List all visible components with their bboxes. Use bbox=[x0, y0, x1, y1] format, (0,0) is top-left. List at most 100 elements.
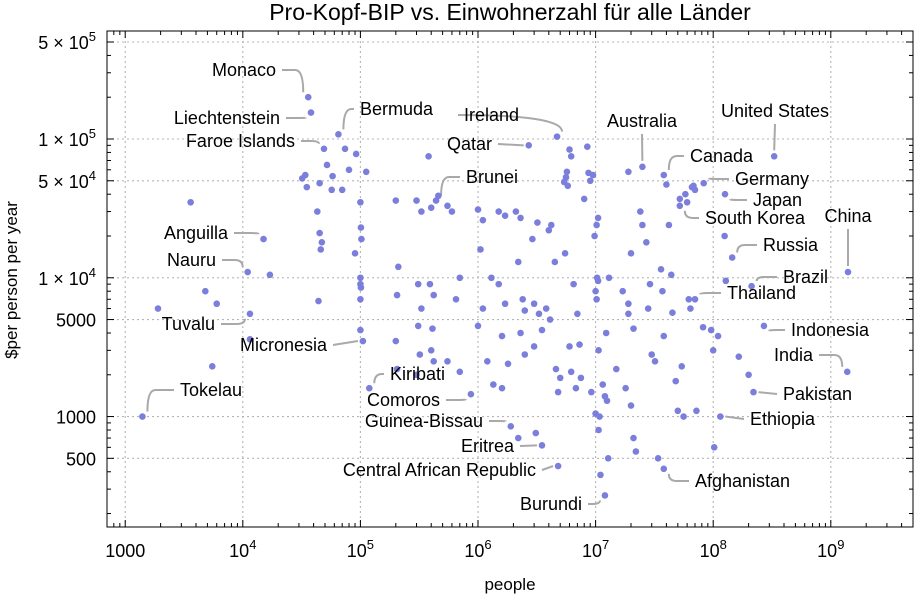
data-point bbox=[595, 426, 602, 434]
data-point bbox=[302, 171, 309, 179]
data-point bbox=[546, 316, 554, 323]
x-tick-label: 108 bbox=[700, 537, 727, 561]
data-point bbox=[678, 363, 686, 370]
data-point bbox=[357, 295, 364, 303]
data-point-central-african-republic bbox=[554, 462, 562, 470]
data-point-ethiopia bbox=[717, 413, 724, 420]
data-point bbox=[566, 146, 573, 153]
x-tick-label: 105 bbox=[347, 537, 374, 561]
data-point bbox=[721, 232, 728, 240]
data-point bbox=[707, 326, 715, 334]
leader-thailand bbox=[698, 292, 721, 295]
label-leader-lines bbox=[146, 69, 849, 505]
data-point bbox=[676, 195, 684, 203]
plot-frame bbox=[106, 30, 914, 528]
label-tokelau: Tokelau bbox=[180, 380, 242, 400]
data-point bbox=[514, 434, 522, 442]
data-point-australia bbox=[639, 163, 646, 171]
label-indonesia: Indonesia bbox=[791, 320, 870, 340]
data-point bbox=[604, 455, 612, 462]
data-point bbox=[564, 182, 572, 190]
data-point bbox=[448, 208, 456, 215]
x-tick-label: 107 bbox=[582, 537, 609, 561]
data-point bbox=[625, 168, 632, 176]
data-point bbox=[413, 197, 420, 204]
leader-bermuda bbox=[342, 108, 354, 130]
leader-monaco bbox=[282, 69, 305, 93]
data-point bbox=[567, 368, 575, 376]
label-anguilla: Anguilla bbox=[164, 223, 229, 243]
data-point bbox=[315, 297, 322, 305]
label-ethiopia: Ethiopia bbox=[750, 409, 816, 429]
data-point bbox=[693, 407, 700, 415]
data-point-united-states bbox=[770, 153, 778, 160]
data-point bbox=[490, 381, 497, 388]
label-nauru: Nauru bbox=[167, 250, 216, 270]
data-point bbox=[663, 181, 670, 188]
data-point bbox=[593, 295, 600, 303]
data-point bbox=[619, 287, 627, 295]
data-point bbox=[574, 310, 581, 318]
x-tick-label: 104 bbox=[229, 537, 256, 561]
data-point bbox=[710, 444, 718, 451]
data-point bbox=[654, 455, 662, 462]
data-point-micronesia bbox=[359, 337, 367, 345]
data-point bbox=[444, 202, 451, 210]
data-point bbox=[637, 208, 644, 215]
data-point bbox=[630, 325, 637, 332]
data-point-kiribati bbox=[365, 384, 373, 392]
label-brazil: Brazil bbox=[783, 267, 828, 287]
data-point bbox=[683, 198, 691, 206]
data-point bbox=[416, 351, 424, 358]
data-point bbox=[714, 332, 722, 340]
data-point-thailand bbox=[691, 295, 699, 303]
label-micronesia: Micronesia bbox=[240, 335, 328, 355]
data-point bbox=[685, 295, 693, 303]
leader-burundi bbox=[588, 500, 601, 505]
data-point bbox=[514, 258, 522, 266]
data-point bbox=[627, 250, 635, 257]
data-point-china bbox=[844, 268, 852, 276]
data-points bbox=[139, 93, 852, 499]
x-tick-label: 109 bbox=[817, 537, 844, 561]
label-tuvalu: Tuvalu bbox=[162, 314, 215, 334]
data-point bbox=[517, 329, 524, 337]
leader-canada bbox=[667, 155, 684, 171]
data-point bbox=[548, 221, 555, 229]
data-point bbox=[602, 329, 610, 337]
data-point-brunei bbox=[432, 197, 440, 204]
x-axis: 1000 104 105 106 107 108 109 bbox=[105, 31, 914, 561]
data-point bbox=[318, 239, 326, 246]
data-point bbox=[517, 214, 524, 222]
label-canada: Canada bbox=[690, 146, 754, 166]
data-point bbox=[393, 291, 401, 299]
leader-south-korea bbox=[683, 210, 699, 219]
data-point bbox=[659, 287, 666, 295]
data-point bbox=[594, 277, 602, 285]
leader-faroe-islands bbox=[301, 140, 320, 144]
data-point bbox=[682, 190, 689, 198]
data-point bbox=[639, 221, 646, 229]
data-point bbox=[551, 258, 559, 266]
data-point bbox=[414, 322, 422, 330]
y-tick-label: 1 × 105 bbox=[38, 126, 96, 150]
data-point bbox=[392, 197, 400, 204]
data-point bbox=[613, 365, 620, 373]
data-point-ireland bbox=[553, 133, 561, 140]
data-point bbox=[429, 325, 436, 332]
data-point bbox=[625, 310, 632, 318]
data-point bbox=[357, 198, 364, 206]
data-point bbox=[572, 384, 580, 392]
data-point bbox=[691, 186, 699, 194]
data-point bbox=[576, 341, 583, 348]
leader-japan bbox=[729, 198, 747, 201]
label-eritrea: Eritrea bbox=[461, 436, 515, 456]
data-point bbox=[593, 221, 600, 229]
data-point bbox=[586, 177, 594, 185]
label-russia: Russia bbox=[763, 235, 819, 255]
data-point bbox=[427, 204, 435, 211]
leader-afghanistan bbox=[667, 473, 689, 482]
label-central-african-republic: Central African Republic bbox=[343, 460, 536, 480]
label-burundi: Burundi bbox=[520, 494, 582, 514]
